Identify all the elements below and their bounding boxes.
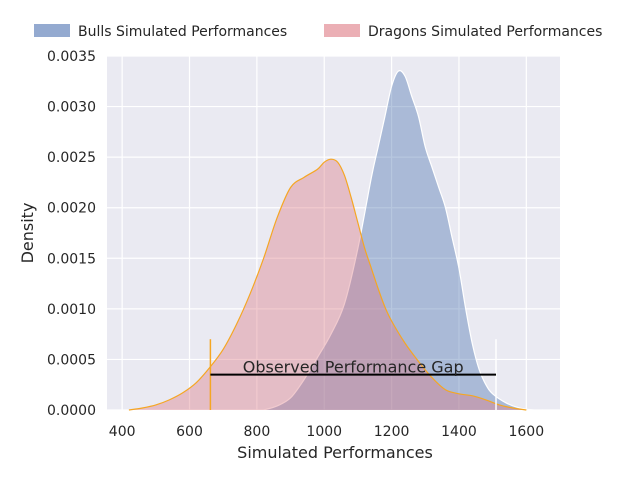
gridlines xyxy=(107,55,560,411)
legend-label: Dragons Simulated Performances xyxy=(368,24,602,40)
x-tick-labels: 400 600 800 1000 1200 1400 1600 xyxy=(109,424,544,440)
x-axis-label: Simulated Performances xyxy=(237,443,433,462)
legend-swatch xyxy=(34,24,70,37)
y-tick-label: 0.0015 xyxy=(47,251,96,267)
x-tick-label: 1600 xyxy=(508,424,544,440)
x-tick-label: 1200 xyxy=(374,424,410,440)
x-tick-label: 1400 xyxy=(441,424,477,440)
bulls-density-area-edge xyxy=(263,70,544,411)
plot-background xyxy=(107,56,560,410)
y-tick-label: 0.0005 xyxy=(47,352,96,368)
y-tick-label: 0.0035 xyxy=(47,49,96,65)
y-tick-label: 0.0030 xyxy=(47,100,96,116)
legend-label: Bulls Simulated Performances xyxy=(78,24,287,40)
y-tick-label: 0.0025 xyxy=(47,150,96,166)
legend: Bulls Simulated Performances Dragons Simu… xyxy=(34,24,602,40)
gap-annotation: Observed Performance Gap xyxy=(209,339,497,410)
x-tick-label: 800 xyxy=(244,424,271,440)
bulls-density-area xyxy=(263,70,544,411)
legend-swatch xyxy=(324,24,360,37)
x-tick-label: 600 xyxy=(176,424,203,440)
y-tick-labels: 0.0000 0.0005 0.0010 0.0015 0.0020 0.0025 0.00… xyxy=(47,49,96,419)
dragons-density-area xyxy=(128,159,527,410)
gap-annotation-label: Observed Performance Gap xyxy=(243,358,464,377)
x-tick-label: 400 xyxy=(109,424,136,440)
x-tick-label: 1000 xyxy=(306,424,342,440)
density-areas xyxy=(128,70,544,411)
y-axis-label: Density xyxy=(18,203,37,264)
y-tick-label: 0.0020 xyxy=(47,201,96,217)
y-tick-label: 0.0000 xyxy=(47,403,96,419)
dragons-density-area-edge xyxy=(128,158,527,411)
y-tick-label: 0.0010 xyxy=(47,302,96,318)
